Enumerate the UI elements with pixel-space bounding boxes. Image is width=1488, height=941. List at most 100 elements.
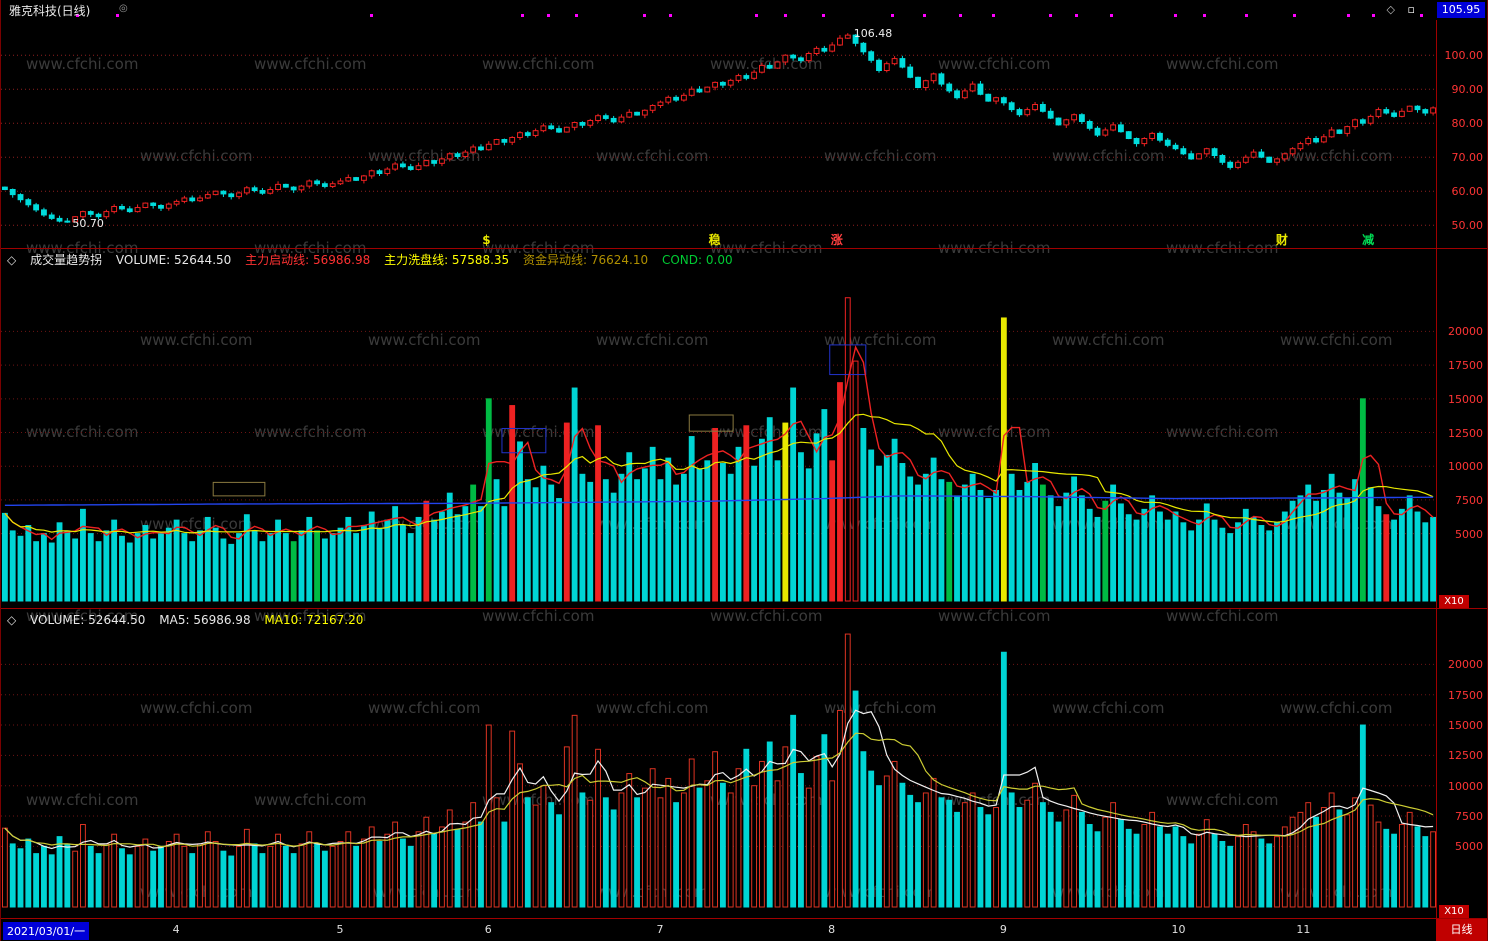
magenta-signal-dot xyxy=(1109,14,1113,17)
volume-tick: 10000 xyxy=(1448,779,1483,793)
watermark-text: www.cfchi.com xyxy=(140,147,253,165)
main-force-start-line-value: 主力启动线: 56986.98 xyxy=(245,253,371,267)
watermark-text: www.cfchi.com xyxy=(140,331,253,349)
panel-divider xyxy=(1,918,1487,919)
diamond-bullet-icon: ◇ xyxy=(7,253,17,267)
magenta-signal-dot xyxy=(115,14,119,17)
volume-canvas[interactable] xyxy=(1,609,1437,919)
svg-text:涨: 涨 xyxy=(831,232,843,247)
volume-tick: 5000 xyxy=(1455,840,1483,854)
volume-bars xyxy=(1,633,1437,908)
svg-text:50.70: 50.70 xyxy=(72,217,104,230)
watermark-text: www.cfchi.com xyxy=(596,147,709,165)
price-tick: 70.00 xyxy=(1451,151,1484,165)
date-axis-bar[interactable]: 2021/03/01/一 4 5 6 7 8 9 10 11 日线 xyxy=(1,919,1487,941)
volume-tick: 17500 xyxy=(1448,688,1483,702)
watermark-text: www.cfchi.com xyxy=(1166,791,1279,809)
price-axis-column: 100.00 90.00 80.00 70.00 60.00 50.00 20000 1750… xyxy=(1436,20,1487,919)
ma5-value: MA5: 56986.98 xyxy=(159,613,251,627)
volume-tick: 17500 xyxy=(1448,359,1483,373)
stock-title: 雅克科技(日线) xyxy=(9,4,91,18)
magenta-signal-dot xyxy=(575,14,579,17)
watermark-text: www.cfchi.com xyxy=(824,147,937,165)
magenta-signal-dot xyxy=(1346,14,1350,17)
indicator-lines xyxy=(4,345,1434,541)
watermark-text: www.cfchi.com xyxy=(710,55,823,73)
magenta-signal-dot xyxy=(783,14,787,17)
watermark-text: www.cfchi.com xyxy=(596,699,709,717)
mid-volume-value: VOLUME: 52644.50 xyxy=(115,253,232,267)
volume-tick: 7500 xyxy=(1455,810,1483,824)
price-tick: 50.00 xyxy=(1451,219,1484,233)
window-icon[interactable]: ▫ xyxy=(1407,3,1415,16)
title-badge-icon: ◎ xyxy=(119,3,128,14)
vol-grid xyxy=(1,663,1437,847)
watermark-text: www.cfchi.com xyxy=(254,55,367,73)
svg-text:$: $ xyxy=(482,233,490,247)
magenta-signal-dot xyxy=(822,14,826,17)
panel-divider xyxy=(1,248,1487,249)
month-label: 5 xyxy=(336,923,344,936)
watermark-text: www.cfchi.com xyxy=(26,55,139,73)
price-tick: 100.00 xyxy=(1444,49,1484,63)
watermark-text: www.cfchi.com xyxy=(254,791,367,809)
watermark-text: www.cfchi.com xyxy=(482,607,595,625)
volume-tick: 5000 xyxy=(1455,527,1483,541)
magenta-signal-dot xyxy=(991,14,995,17)
price-tick: 80.00 xyxy=(1451,117,1484,131)
watermark-text: www.cfchi.com xyxy=(1280,147,1393,165)
volume-ma-lines xyxy=(4,709,1434,850)
watermark-text: www.cfchi.com xyxy=(938,423,1051,441)
month-label: 9 xyxy=(999,923,1007,936)
period-label[interactable]: 日线 xyxy=(1436,919,1487,941)
watermark-text: www.cfchi.com xyxy=(254,607,367,625)
watermark-text: www.cfchi.com xyxy=(368,331,481,349)
watermark-text: www.cfchi.com xyxy=(1166,607,1279,625)
watermark-text: www.cfchi.com xyxy=(1052,699,1165,717)
watermark-text: www.cfchi.com xyxy=(26,607,139,625)
volume-tick: 20000 xyxy=(1448,325,1483,339)
price-grid xyxy=(1,54,1437,226)
fund-anomaly-line-value: 资金异动线: 76624.10 xyxy=(523,253,649,267)
indicator-canvas[interactable] xyxy=(1,249,1437,609)
watermark-text: www.cfchi.com xyxy=(26,791,139,809)
watermark-text: www.cfchi.com xyxy=(1166,423,1279,441)
volume-tick: 12500 xyxy=(1448,749,1483,763)
watermark-text: www.cfchi.com xyxy=(1280,331,1393,349)
month-label: 4 xyxy=(172,923,180,936)
diamond-bullet-icon: ◇ xyxy=(7,613,17,627)
magenta-signal-dot xyxy=(1293,14,1297,17)
diamond-icon[interactable]: ◇ xyxy=(1386,3,1395,16)
watermark-text: www.cfchi.com xyxy=(140,699,253,717)
watermark-text: www.cfchi.com xyxy=(824,699,937,717)
candlestick-canvas[interactable]: 106.48 50.70 $ 稳 涨 财 减 xyxy=(1,20,1437,249)
magenta-signal-dot xyxy=(642,14,646,17)
volume-tick: 20000 xyxy=(1448,658,1483,672)
volume-tick: 15000 xyxy=(1448,392,1483,406)
price-tick: 60.00 xyxy=(1451,185,1484,199)
indicator-name[interactable]: 成交量趋势拐 xyxy=(30,253,103,267)
price-tick: 90.00 xyxy=(1451,83,1484,97)
indicator-volume-bars xyxy=(1,297,1437,602)
watermark-text: www.cfchi.com xyxy=(938,55,1051,73)
watermark-text: www.cfchi.com xyxy=(482,55,595,73)
magenta-signal-dot xyxy=(1174,14,1178,17)
watermark-text: www.cfchi.com xyxy=(1280,699,1393,717)
magenta-signal-dot xyxy=(1049,14,1053,17)
svg-text:财: 财 xyxy=(1275,232,1288,247)
magenta-signal-dot xyxy=(546,14,550,17)
candle-signal-markers: $ 稳 涨 财 减 xyxy=(482,232,1374,247)
annotation-boxes xyxy=(212,344,867,497)
magenta-signal-dot xyxy=(520,14,524,17)
magenta-signal-dot xyxy=(1244,14,1248,17)
volume-header: ◇ VOLUME: 52644.50 MA5: 56986.98 MA10: 7… xyxy=(7,613,373,627)
month-label: 8 xyxy=(828,923,836,936)
watermark-text: www.cfchi.com xyxy=(1166,55,1279,73)
magenta-signal-dot xyxy=(1202,14,1206,17)
magenta-signal-dot xyxy=(1419,14,1423,17)
svg-text:减: 减 xyxy=(1362,232,1374,247)
indicator-header: ◇ 成交量趋势拐 VOLUME: 52644.50 主力启动线: 56986.9… xyxy=(7,251,743,268)
title-bar: 雅克科技(日线) ◎ ◇ ▫ 105.95 xyxy=(1,0,1487,20)
watermark-text: www.cfchi.com xyxy=(368,699,481,717)
volume-tick: 15000 xyxy=(1448,719,1483,733)
